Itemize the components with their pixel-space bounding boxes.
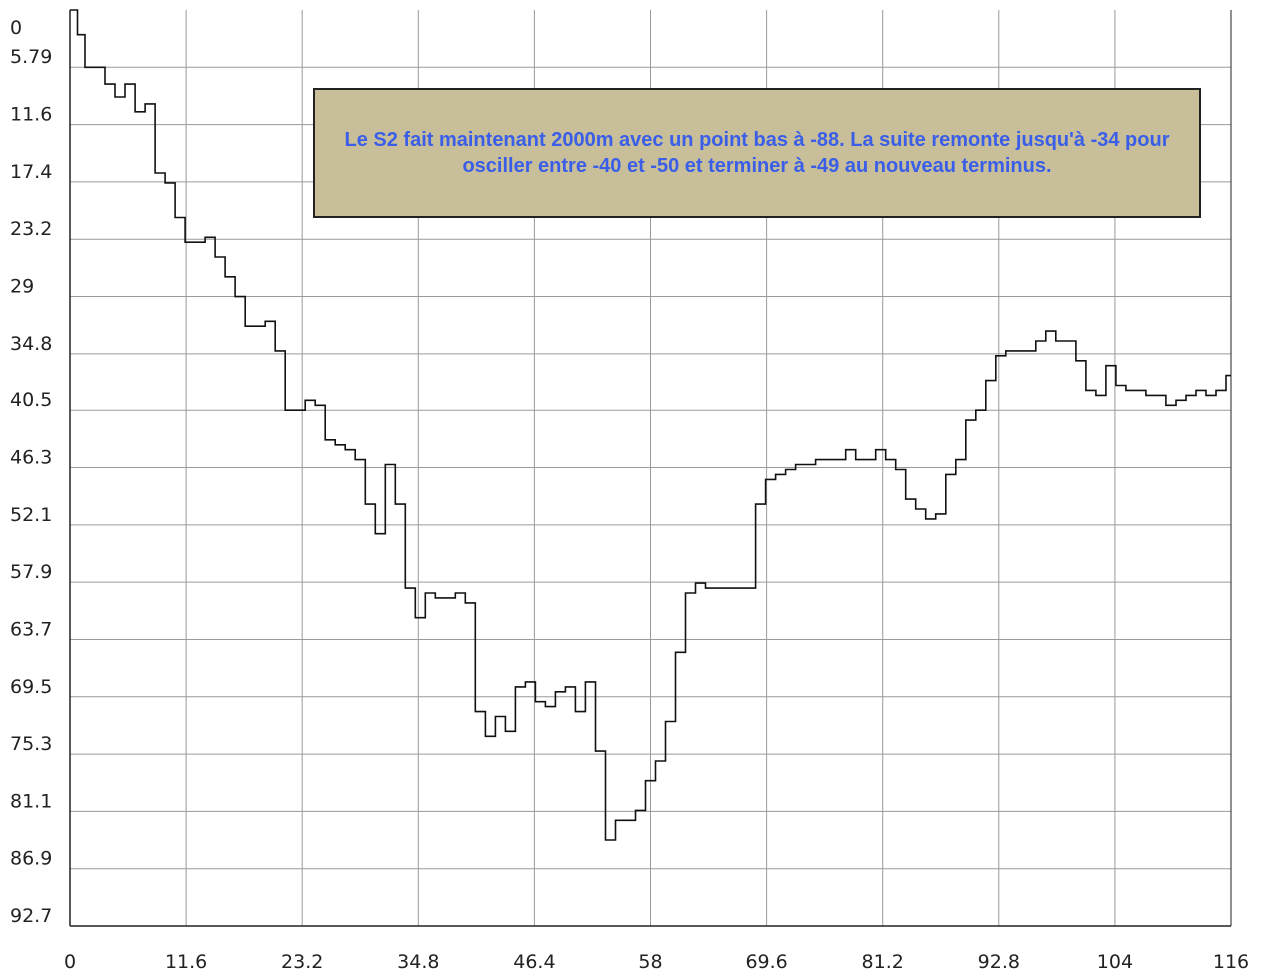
y-axis-tick-labels: 0 5.79 11.6 17.4 23.2 29 34.8 40.5 46.3 52.1 57.9 6…: [10, 17, 52, 927]
y-tick-label: 57.9: [10, 561, 52, 583]
x-tick-label: 104: [1097, 951, 1133, 973]
series-line-0: [70, 9, 1231, 841]
y-tick-label: 34.8: [10, 333, 52, 355]
y-tick-label: 69.5: [10, 676, 52, 698]
y-tick-label: 29: [10, 276, 34, 298]
y-tick-label: 17.4: [10, 161, 52, 183]
x-tick-label: 23.2: [281, 951, 323, 973]
x-tick-label: 11.6: [165, 951, 207, 973]
x-tick-label: 0: [64, 951, 76, 973]
x-axis-tick-labels: 0 11.6 23.2 34.8 46.4 58 69.6 81.2 92.8 104 116: [64, 951, 1249, 973]
y-tick-label: 0: [10, 17, 22, 39]
x-tick-label: 58: [638, 951, 662, 973]
annotation-box: Le S2 fait maintenant 2000m avec un poin…: [313, 88, 1201, 218]
y-tick-label: 46.3: [10, 447, 52, 469]
annotation-text: Le S2 fait maintenant 2000m avec un poin…: [344, 129, 1170, 177]
x-tick-label: 81.2: [862, 951, 904, 973]
y-tick-label: 63.7: [10, 618, 52, 640]
x-tick-label: 46.4: [513, 951, 555, 973]
series-layer: [70, 9, 1231, 841]
y-tick-label: 52.1: [10, 504, 52, 526]
axes: [69, 10, 1232, 927]
x-tick-label: 34.8: [397, 951, 439, 973]
x-tick-label: 92.8: [978, 951, 1020, 973]
y-tick-label: 40.5: [10, 389, 52, 411]
x-tick-label: 116: [1213, 951, 1249, 973]
x-tick-label: 69.6: [745, 951, 787, 973]
y-tick-label: 5.79: [10, 46, 52, 68]
y-tick-label: 81.1: [10, 790, 52, 812]
y-tick-label: 11.6: [10, 104, 52, 126]
y-tick-label: 92.7: [10, 905, 52, 927]
y-tick-label: 86.9: [10, 848, 52, 870]
y-tick-label: 23.2: [10, 218, 52, 240]
y-tick-label: 75.3: [10, 733, 52, 755]
